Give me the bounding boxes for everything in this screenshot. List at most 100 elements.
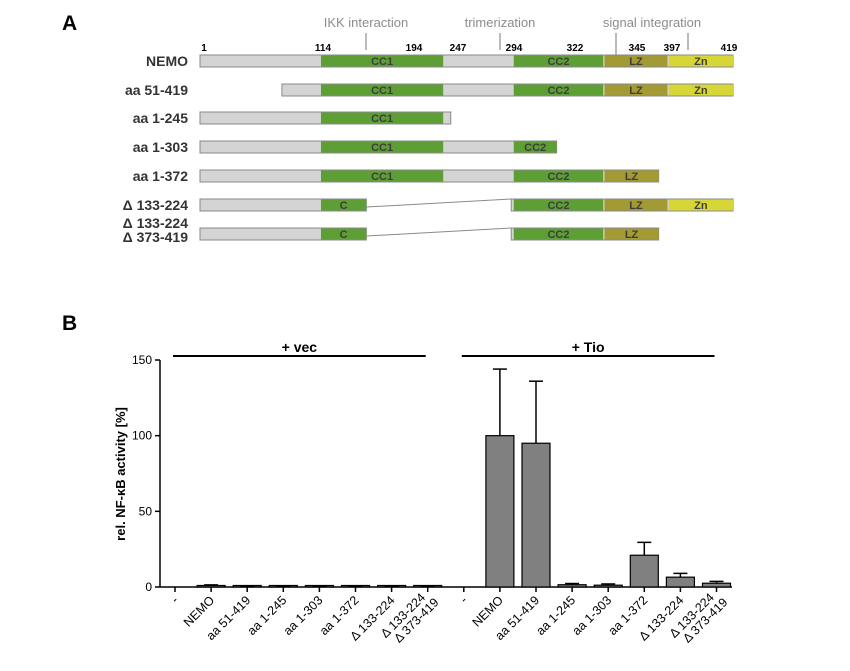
domain-cc2	[513, 199, 604, 211]
domain-cc2	[513, 84, 604, 96]
construct-label: NEMO	[146, 53, 188, 69]
domain-label: LZ	[625, 229, 639, 241]
construct-rows: NEMO CC1 CC2 LZ Zn aa 51-419 CC1 CC2 LZ Zn aa 1-24…	[123, 53, 734, 245]
domain-cc1	[320, 112, 444, 124]
y-axis-title: rel. NF-κB activity [%]	[113, 407, 128, 541]
y-tick-label: 150	[132, 353, 152, 367]
domain-cc2	[513, 170, 604, 182]
domain-label: LZ	[629, 85, 643, 97]
domain-lz	[604, 84, 668, 96]
construct-label: aa 1-303	[133, 139, 188, 155]
domain-label: Zn	[694, 200, 708, 212]
bar	[665, 576, 696, 588]
domain-cc1	[320, 84, 444, 96]
bar	[196, 584, 226, 588]
bar	[629, 554, 659, 588]
position-label: 247	[450, 43, 467, 54]
position-label: 345	[629, 43, 646, 54]
region-label: IKK interaction	[324, 15, 409, 30]
panel-a-domain-map: A IKK interaction trimerization signal int…	[62, 12, 738, 245]
domain-label: CC2	[547, 85, 569, 97]
domain-label: C	[340, 200, 348, 212]
construct-label: aa 51-419	[125, 82, 188, 98]
domain-label: Zn	[694, 85, 708, 97]
domain-label: CC1	[371, 171, 393, 183]
domain-cc1	[320, 55, 444, 67]
y-tick-label: 0	[145, 580, 152, 594]
bar	[521, 442, 551, 588]
region-annotations: IKK interaction trimerization signal integ…	[324, 15, 701, 64]
category-label-line: -	[457, 593, 470, 606]
construct-label: aa 1-245	[133, 110, 188, 126]
construct-row: aa 51-419 CC1 CC2 LZ Zn	[125, 82, 734, 98]
region-label: signal integration	[603, 15, 701, 30]
construct-label: Δ 133-224	[123, 197, 189, 213]
construct-row: Δ 133-224 C CC2 LZ Zn	[123, 197, 734, 213]
domain-cc2	[513, 228, 604, 240]
construct-row: aa 1-245 CC1	[133, 110, 452, 126]
y-tick-label: 100	[132, 429, 152, 443]
domain-label: CC2	[547, 56, 569, 68]
position-label: 322	[567, 43, 584, 54]
bar	[701, 582, 732, 588]
domain-zn	[668, 199, 733, 211]
domain-label: C	[340, 229, 348, 241]
category-label: -	[168, 593, 181, 606]
position-label: 194	[406, 43, 423, 54]
position-label: 419	[721, 43, 738, 54]
domain-zn	[668, 84, 733, 96]
category-label: -	[457, 593, 470, 606]
domain-cc1	[320, 170, 444, 182]
domain-cc1	[320, 228, 367, 240]
x-axis	[160, 586, 732, 592]
deletion-connector	[366, 198, 512, 208]
panel-b-bar-chart: B rel. NF-κB activity [%] + vec + Tio 0 50…	[62, 312, 732, 646]
region-label: trimerization	[465, 15, 536, 30]
construct-label: aa 1-372	[133, 168, 188, 184]
construct-label: Δ 133-224	[123, 215, 189, 231]
bar	[557, 584, 587, 588]
group-labels: + vec + Tio	[173, 339, 715, 357]
domain-label: CC2	[547, 200, 569, 212]
domain-label: LZ	[629, 56, 643, 68]
position-label: 114	[315, 43, 332, 54]
domain-lz	[604, 228, 659, 240]
domain-lz	[604, 199, 668, 211]
construct-row: aa 1-372 CC1 CC2 LZ	[133, 168, 660, 184]
domain-label: CC1	[371, 85, 393, 97]
domain-label: CC2	[547, 171, 569, 183]
domain-label: CC1	[371, 113, 393, 125]
position-labels: 1 114 194 247 294 322 345 397 419	[201, 43, 738, 54]
position-label: 294	[506, 43, 523, 54]
y-tick-label: 50	[139, 504, 153, 518]
panel-a-letter: A	[62, 12, 77, 35]
domain-label: CC1	[371, 142, 393, 154]
deletion-connector	[366, 227, 512, 237]
construct-row: Δ 133-224Δ 373-419 C CC2 LZ	[123, 215, 660, 245]
domain-label: Zn	[694, 56, 708, 68]
domain-cc1	[320, 199, 367, 211]
panel-b-letter: B	[62, 312, 77, 335]
group-label: + vec	[282, 339, 318, 355]
domain-cc1	[320, 141, 444, 153]
domain-label: LZ	[629, 200, 643, 212]
domain-cc2	[513, 55, 604, 67]
domain-label: CC1	[371, 56, 393, 68]
bar	[485, 435, 515, 588]
domain-label: CC2	[547, 229, 569, 241]
position-label: 1	[201, 43, 207, 54]
group-label: + Tio	[572, 339, 605, 355]
category-label-line: -	[168, 593, 181, 606]
bars	[196, 368, 732, 588]
bar	[593, 584, 623, 588]
domain-cc2	[513, 141, 557, 153]
domain-label: LZ	[625, 171, 639, 183]
construct-row: aa 1-303 CC1 CC2	[133, 139, 558, 155]
position-label: 397	[664, 43, 681, 54]
construct-label: Δ 373-419	[123, 229, 189, 245]
domain-zn	[668, 55, 733, 67]
domain-lz	[604, 55, 668, 67]
construct-row: NEMO CC1 CC2 LZ Zn	[146, 53, 734, 69]
